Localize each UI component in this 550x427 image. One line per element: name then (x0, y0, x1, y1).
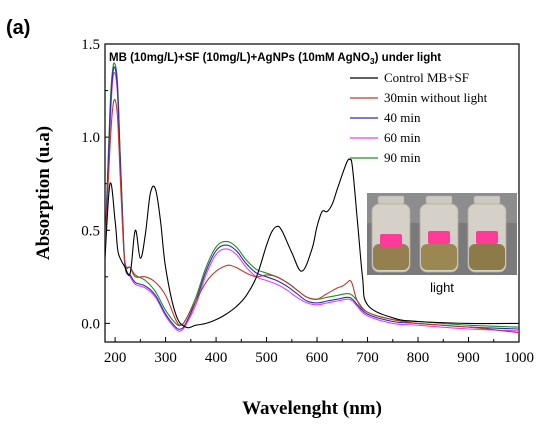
inset-photo: light (367, 193, 517, 295)
y-tick-label: 1.5 (81, 37, 100, 53)
x-tick-label: 600 (306, 350, 329, 366)
legend-label: 60 min (384, 130, 421, 145)
x-tick-label: 500 (255, 350, 278, 366)
legend-label: 90 min (384, 150, 421, 165)
legend: Control MB+SF 30min without light 40 min 60… (350, 70, 488, 165)
y-axis-label: Absorption (u.a) (33, 126, 54, 260)
legend-label: 30min without light (384, 90, 488, 105)
vial-icon (371, 195, 411, 273)
chart-title-sub: 3 (370, 56, 375, 66)
x-tick-label: 300 (154, 350, 177, 366)
chart-title: MB (10mg/L)+SF (10mg/L)+AgNPs (10mM AgNO… (109, 52, 441, 66)
y-tick-label: 1.0 (81, 130, 100, 146)
x-tick-label: 400 (205, 350, 228, 366)
legend-label: Control MB+SF (384, 70, 469, 85)
x-tick-label: 900 (457, 350, 480, 366)
series-group (105, 62, 519, 334)
x-tick-label: 1000 (504, 350, 534, 366)
x-tick-label: 700 (356, 350, 379, 366)
legend-label: 40 min (384, 110, 421, 125)
series-line-2 (105, 98, 519, 334)
series-line-1 (105, 158, 519, 329)
vial-icon (419, 195, 459, 273)
panel-label: (a) (6, 17, 30, 39)
inset-caption: light (430, 280, 454, 295)
chart-title-main: MB (10mg/L)+SF (10mg/L)+AgNPs (10mM AgNO (109, 52, 370, 64)
y-tick-label: 0.0 (81, 316, 100, 332)
x-axis: 200 300 400 500 600 700 800 900 1000 (104, 337, 534, 366)
x-tick-label: 200 (104, 350, 127, 366)
plot-frame (104, 43, 520, 343)
chart-title-tail: ) under light (375, 52, 442, 64)
y-tick-label: 0.5 (81, 223, 100, 239)
x-tick-label: 800 (407, 350, 430, 366)
y-axis: 0.0 0.5 1.0 1.5 (81, 37, 110, 332)
vial-icon (467, 195, 507, 273)
x-axis-label: Wavelenght (nm) (242, 398, 382, 419)
